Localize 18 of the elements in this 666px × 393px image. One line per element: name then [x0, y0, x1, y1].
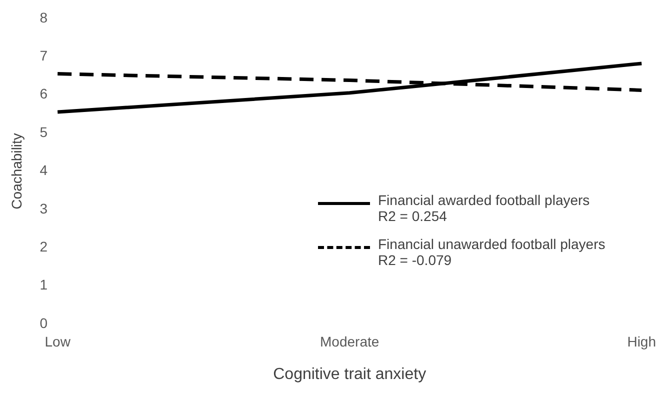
y-tick-label: 0 [40, 314, 48, 331]
y-tick-label: 4 [40, 162, 48, 178]
y-tick-label: 2 [40, 238, 48, 254]
annotation: R2 = -0.079 [378, 252, 453, 268]
y-tick-label: 6 [40, 86, 48, 102]
x-tick-label: Moderate [320, 333, 380, 350]
x-tick-label: Low [44, 333, 72, 350]
x-tick-label: High [627, 333, 656, 350]
legend-label: Financial unawarded football players [378, 236, 606, 252]
y-tick-label: 8 [40, 9, 48, 26]
annotation: R2 = 0.254 [378, 208, 448, 224]
y-axis-title: Coachability [8, 133, 24, 210]
y-tick-label: 5 [40, 124, 48, 140]
x-axis-title: Cognitive trait anxiety [273, 366, 426, 383]
y-tick-label: 7 [40, 47, 48, 64]
legend-label: Financial awarded football players [378, 192, 590, 208]
y-tick-label: 1 [40, 276, 48, 293]
y-tick-label: 3 [40, 200, 48, 216]
